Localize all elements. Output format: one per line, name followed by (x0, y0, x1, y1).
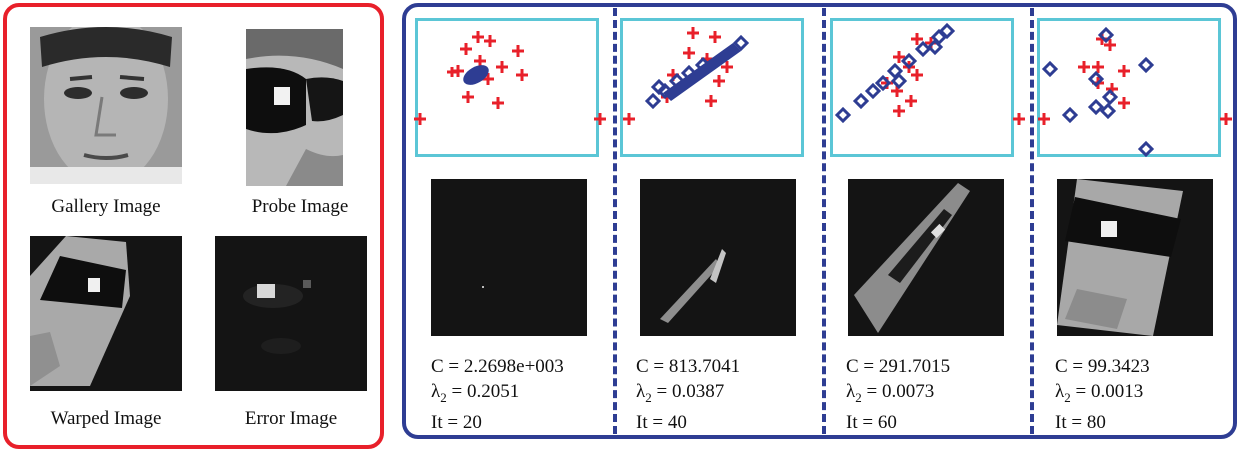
lambda-value: 0.0013 (1090, 381, 1144, 402)
warped-it60 (848, 179, 1004, 336)
iteration-value: 40 (667, 411, 687, 433)
iteration-divider (1030, 8, 1034, 434)
warped-it40 (640, 179, 796, 336)
cost-value: 813.7041 (668, 356, 741, 377)
warped-caption: Warped Image (50, 408, 162, 429)
warped-image (30, 236, 182, 391)
cost-value: 291.7015 (878, 356, 951, 377)
gallery-image (30, 27, 182, 184)
iteration-divider (822, 8, 826, 434)
error-image (215, 236, 367, 391)
warped-it20 (431, 179, 587, 336)
iteration-value: 60 (877, 411, 897, 433)
probe-image (246, 29, 343, 186)
stats-it80: C = 99.3423 λ2 = 0.0013 It = 80 (1055, 356, 1150, 433)
iterations-panel (402, 3, 1237, 439)
warped-it80 (1057, 179, 1213, 336)
cost-value: 2.2698e+003 (463, 356, 564, 377)
iteration-value: 20 (462, 411, 482, 433)
iteration-divider (613, 8, 617, 434)
stats-it40: C = 813.7041 λ2 = 0.0387 It = 40 (636, 356, 741, 433)
landmark-plot-it20 (414, 18, 606, 157)
input-images-panel (3, 3, 384, 449)
stats-it60: C = 291.7015 λ2 = 0.0073 It = 60 (846, 356, 951, 433)
stats-it20: C = 2.2698e+003 λ2 = 0.2051 It = 20 (431, 356, 564, 433)
cost-value: 99.3423 (1087, 356, 1150, 377)
landmark-plot-it40 (620, 18, 804, 157)
landmark-plot-it60 (830, 18, 1025, 157)
error-caption: Error Image (244, 408, 338, 429)
gallery-caption: Gallery Image (51, 196, 161, 217)
lambda-value: 0.0387 (671, 381, 725, 402)
iteration-value: 80 (1086, 411, 1106, 433)
lambda-value: 0.0073 (881, 381, 935, 402)
probe-caption: Probe Image (251, 196, 349, 217)
landmark-plot-it80 (1037, 18, 1232, 158)
lambda-value: 0.2051 (466, 381, 520, 402)
